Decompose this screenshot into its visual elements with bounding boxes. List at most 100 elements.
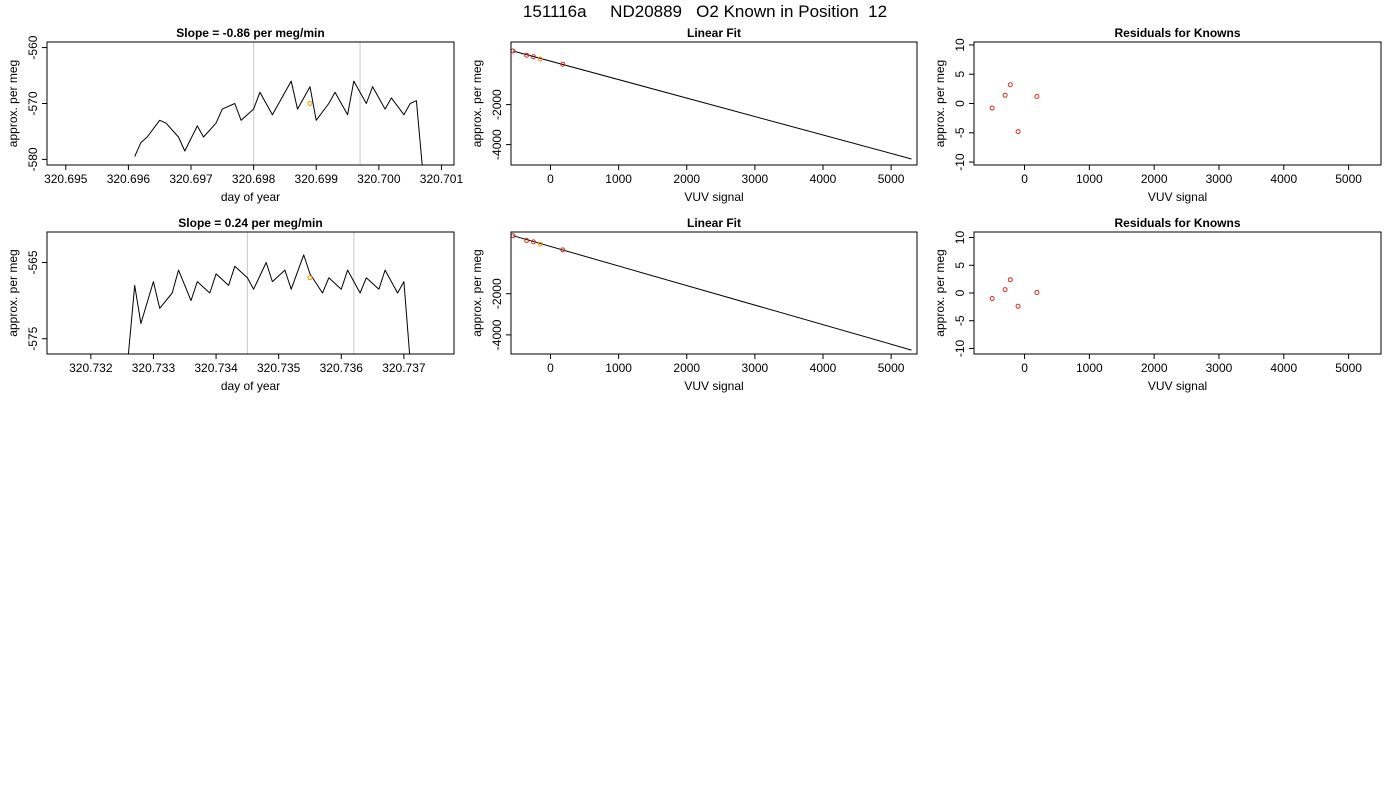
x-tick-label: 4000 (810, 361, 837, 375)
data-point (524, 237, 530, 243)
x-axis-label: day of year (221, 379, 280, 393)
plot-area (511, 233, 912, 351)
x-tick-label: 3000 (742, 172, 769, 186)
x-tick-label: 320.696 (107, 172, 151, 186)
y-tick-label: -4000 (490, 319, 504, 350)
chart-fit2: Linear Fit 0 1000 2000 3000 4000 5000 -4000 -200… (470, 216, 918, 393)
x-tick-label: 1000 (605, 172, 632, 186)
x-tick-label: 5000 (878, 172, 905, 186)
data-point (1007, 277, 1013, 283)
chart-title: Linear Fit (687, 216, 741, 230)
y-tick-label: -2000 (490, 89, 504, 120)
plot-area (127, 232, 411, 354)
x-tick-label: 320.732 (69, 361, 113, 375)
y-tick-label: -10 (953, 153, 967, 171)
y-tick-label: -5 (953, 127, 967, 138)
x-tick-label: 320.734 (194, 361, 238, 375)
series-line (134, 80, 423, 165)
x-tick-label: 2000 (673, 172, 700, 186)
y-tick-label: 10 (953, 38, 967, 52)
data-point (560, 247, 566, 253)
x-tick-label: 5000 (1335, 361, 1362, 375)
plot-frame (510, 41, 918, 166)
x-tick-label: 3000 (1206, 361, 1233, 375)
y-tick-label: -575 (26, 326, 40, 350)
x-tick-label: 4000 (1270, 361, 1297, 375)
y-axis-label: approx. per meg (6, 249, 20, 336)
fit-line (512, 50, 912, 160)
chart-title: Slope = 0.24 per meg/min (178, 216, 322, 230)
data-point (1002, 287, 1008, 293)
x-tick-label: 320.701 (420, 172, 464, 186)
x-tick-label: 0 (1021, 361, 1028, 375)
x-tick-label: 5000 (878, 361, 905, 375)
y-tick-label: 0 (953, 289, 967, 296)
x-tick-label: 3000 (1206, 172, 1233, 186)
y-axis-label: approx. per meg (6, 60, 20, 147)
data-point (560, 61, 566, 67)
plot-frame (510, 231, 918, 355)
plot-area (989, 82, 1040, 135)
chart-title: Residuals for Knowns (1114, 26, 1240, 40)
x-tick-label: 320.733 (132, 361, 176, 375)
y-tick-label: 5 (953, 71, 967, 78)
y-tick-label: -5 (953, 315, 967, 326)
x-axis-label: VUV signal (1148, 379, 1207, 393)
x-tick-label: 1000 (1076, 172, 1103, 186)
x-tick-label: 2000 (1141, 361, 1168, 375)
x-axis-label: VUV signal (1148, 190, 1207, 204)
x-axis-label: VUV signal (684, 190, 743, 204)
x-tick-label: 320.697 (169, 172, 213, 186)
data-point (1002, 92, 1008, 98)
fit-line (512, 235, 912, 351)
data-point (307, 275, 313, 281)
y-tick-label: -560 (26, 35, 40, 59)
x-tick-label: 1000 (1076, 361, 1103, 375)
plot-area (511, 48, 912, 160)
plot-frame (46, 41, 455, 166)
plot-area (989, 277, 1040, 309)
chart-ts2: Slope = 0.24 per meg/min 320.732 320.733 32… (6, 216, 455, 393)
page-title: 151116a ND20889 O2 Known in Position 12 (523, 2, 887, 21)
y-axis-label: approx. per meg (933, 60, 947, 147)
y-tick-label: -565 (26, 250, 40, 274)
x-tick-label: 0 (547, 361, 554, 375)
x-axis-label: VUV signal (684, 379, 743, 393)
x-tick-label: 320.737 (382, 361, 426, 375)
x-tick-label: 0 (1021, 172, 1028, 186)
data-point (1015, 303, 1021, 309)
data-point (530, 239, 536, 245)
y-tick-label: 0 (953, 100, 967, 107)
x-tick-label: 2000 (673, 361, 700, 375)
x-tick-label: 320.698 (232, 172, 276, 186)
data-point (1015, 129, 1021, 135)
y-tick-label: -2000 (490, 278, 504, 309)
plot-frame (973, 41, 1382, 166)
data-point (530, 54, 536, 60)
x-tick-label: 2000 (1141, 172, 1168, 186)
x-tick-label: 5000 (1335, 172, 1362, 186)
y-tick-label: 5 (953, 262, 967, 269)
x-tick-label: 320.700 (357, 172, 401, 186)
plot-area (134, 42, 423, 165)
data-point (1034, 93, 1040, 99)
data-point (537, 241, 543, 247)
data-point (307, 101, 313, 106)
x-tick-label: 3000 (742, 361, 769, 375)
data-point (989, 296, 995, 302)
x-tick-label: 320.736 (320, 361, 364, 375)
y-axis-label: approx. per meg (470, 249, 484, 336)
y-tick-label: 10 (953, 231, 967, 245)
chart-ts1: Slope = -0.86 per meg/min 320.695 320.696 3… (6, 26, 463, 204)
x-tick-label: 1000 (605, 361, 632, 375)
plot-frame (46, 231, 455, 355)
series-line (127, 254, 411, 354)
data-point (537, 56, 543, 62)
chart-fit1: Linear Fit 0 1000 2000 3000 4000 5000 -4000 -200… (470, 26, 918, 204)
x-tick-label: 320.699 (295, 172, 339, 186)
y-tick-label: -580 (26, 147, 40, 171)
x-tick-label: 0 (547, 172, 554, 186)
x-axis-label: day of year (221, 190, 280, 204)
